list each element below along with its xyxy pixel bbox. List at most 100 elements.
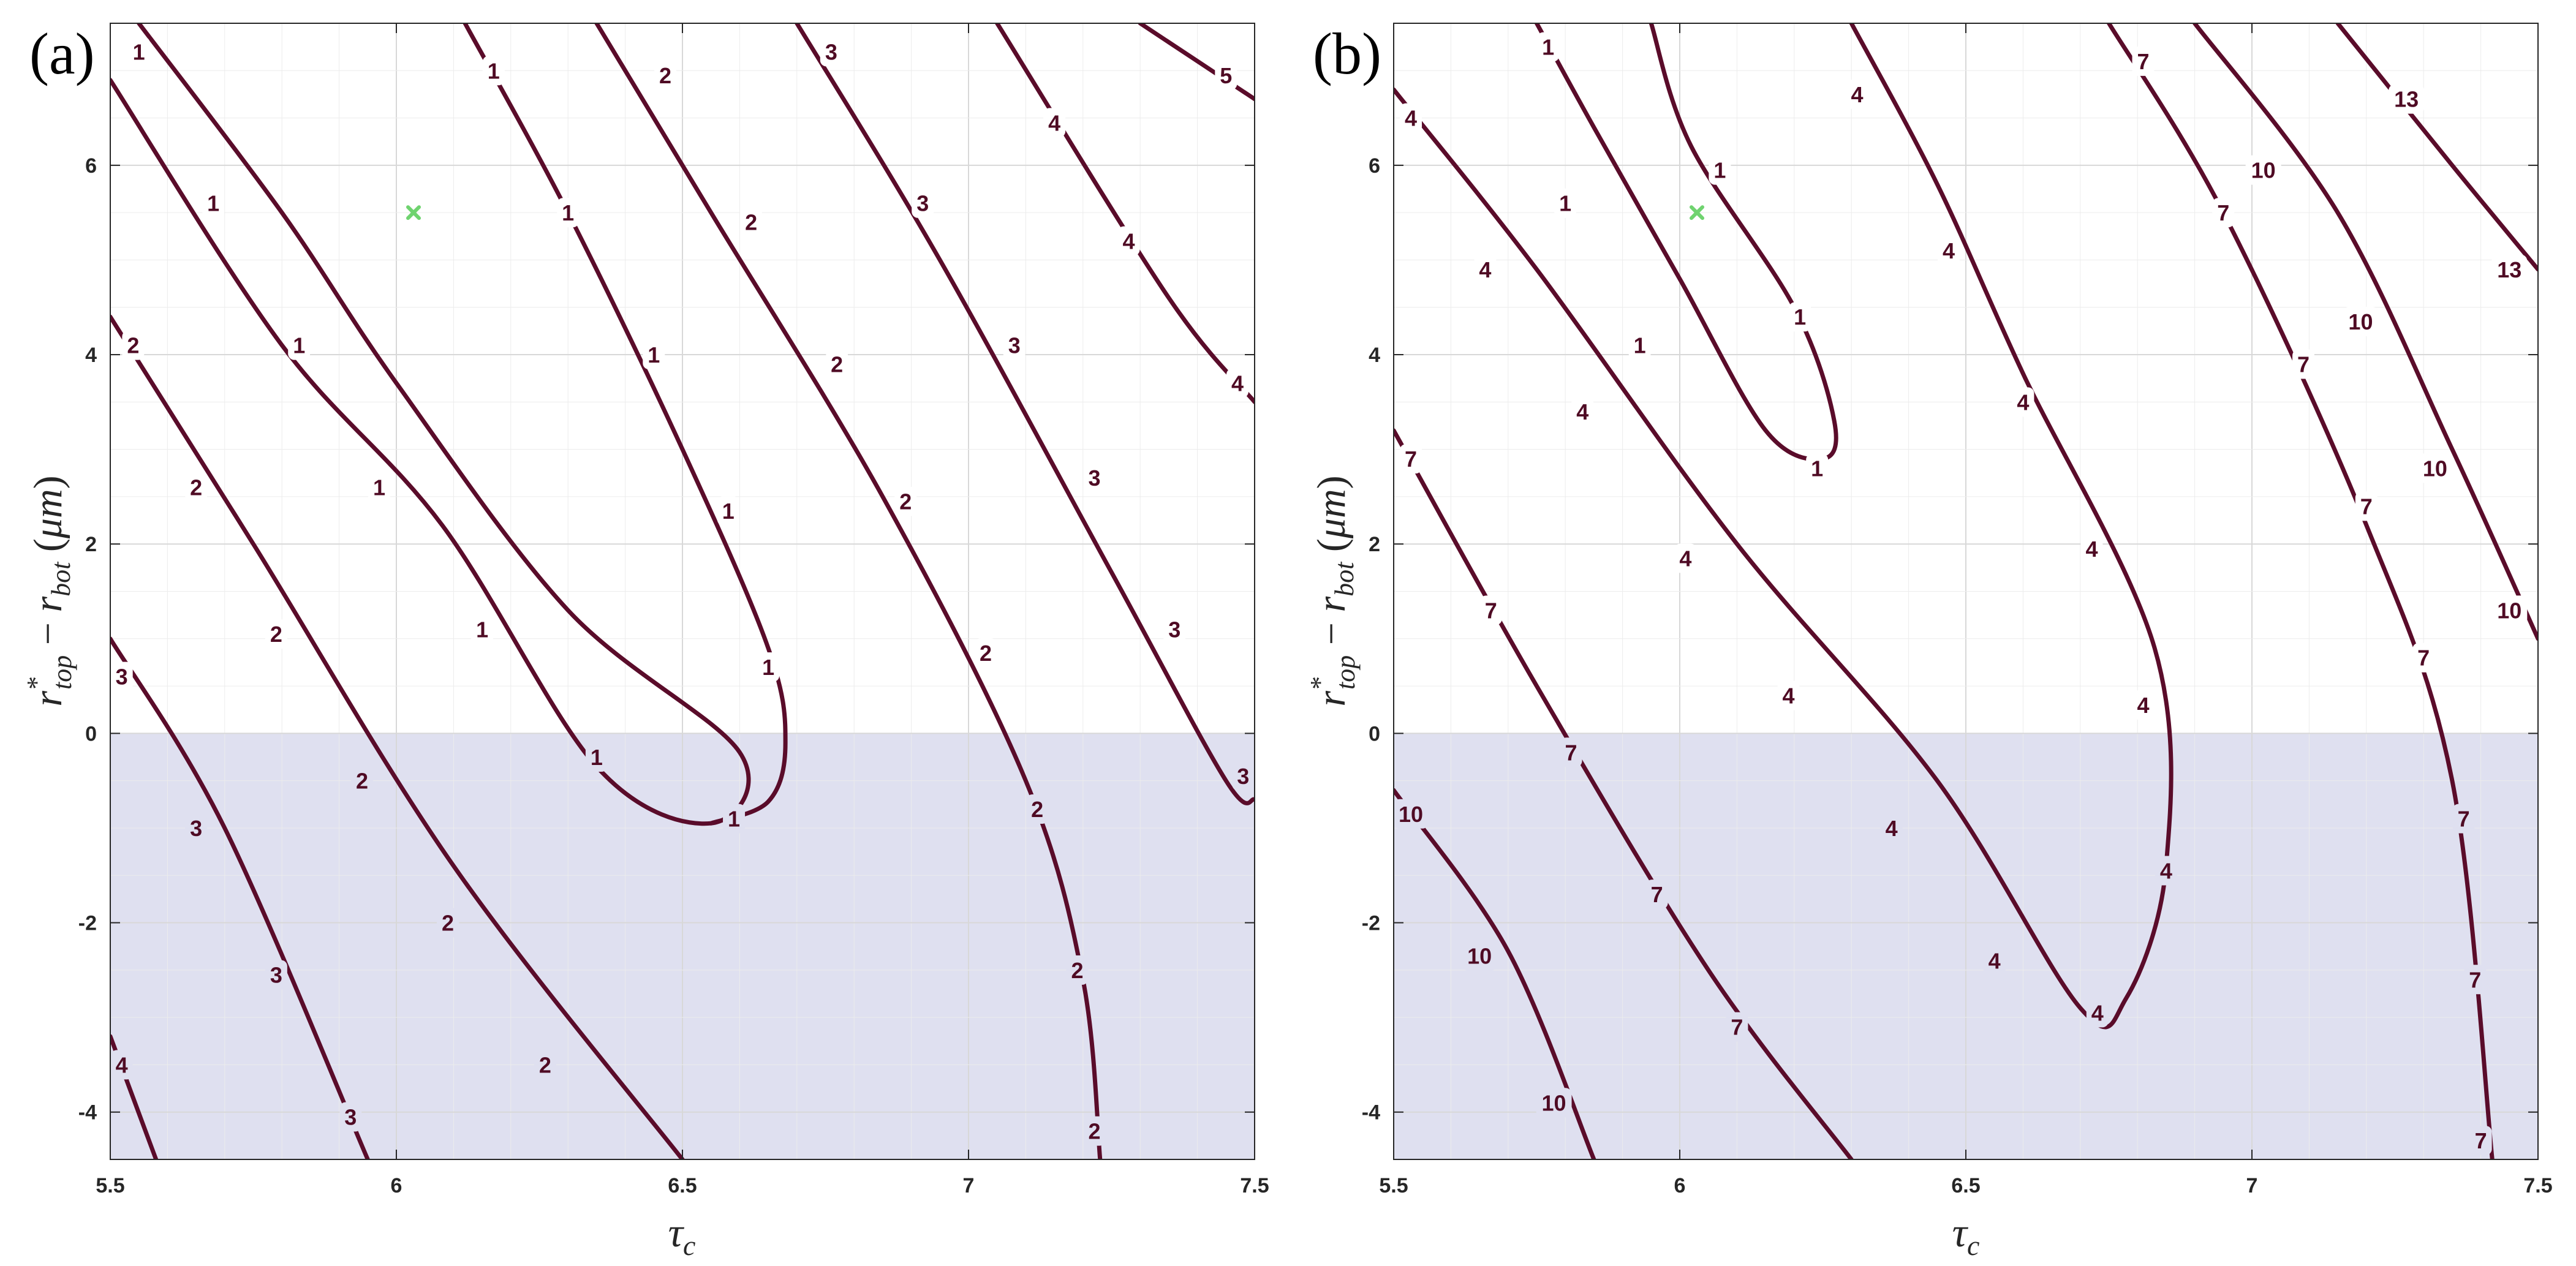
contour-label: 7 — [1726, 1012, 1748, 1042]
x-tick-label: 6 — [1674, 1174, 1686, 1197]
contour-line-2 — [110, 314, 685, 1159]
contour-label-gap — [1083, 1116, 1106, 1146]
x-tick-label: 6.5 — [1951, 1174, 1980, 1197]
contour-label-text: 1 — [1634, 333, 1646, 358]
contour-label: 2 — [350, 766, 373, 796]
contour-label-text: 10 — [1467, 944, 1492, 969]
marker-x — [1690, 205, 1705, 220]
contour-label: 3 — [265, 960, 287, 990]
contour-label: 1 — [643, 340, 665, 370]
contour-label-text: 7 — [2469, 967, 2481, 992]
contour-label-text: 1 — [562, 200, 574, 225]
contour-label-gap — [643, 340, 665, 370]
y-axis-label: r*top − rbot (μm) — [21, 475, 77, 706]
contour-line-4 — [110, 1034, 159, 1159]
contour-label: 4 — [1117, 226, 1140, 256]
contour-label: 2 — [1066, 955, 1089, 985]
contour-label-text: 4 — [1943, 238, 1955, 263]
contour-label-gap — [654, 61, 676, 91]
y-axis-label: r*top − rbot (μm) — [1305, 475, 1361, 706]
contour-label: 1 — [471, 614, 494, 644]
contour-label-gap — [2389, 84, 2425, 114]
contour-label-gap — [1083, 463, 1106, 492]
contour-label: 7 — [1400, 444, 1422, 474]
contour-label: 1 — [1537, 32, 1560, 62]
contour-label-text: 4 — [116, 1052, 128, 1077]
contour-label-text: 1 — [488, 58, 500, 83]
contour-label-text: 13 — [2394, 87, 2419, 112]
contour-label: 3 — [110, 661, 133, 691]
axis-ticks: 5.5 6 6.5 7 7.5 -4 -2 0 2 4 6 — [78, 23, 1269, 1197]
contour-label: 2 — [437, 908, 459, 938]
contour-label: 1 — [1709, 155, 1731, 185]
contour-label: 7 — [2469, 1126, 2492, 1156]
contour-label-gap — [185, 813, 208, 843]
contour-label-text: 4 — [2085, 537, 2098, 562]
contour-label-text: 7 — [1565, 740, 1577, 765]
contour-label: 1 — [723, 804, 746, 834]
contour-label-text: 3 — [116, 665, 128, 690]
contour-label-gap — [482, 56, 505, 86]
contour-label: 4 — [1880, 813, 1903, 843]
contour-label: 4 — [1226, 368, 1248, 398]
contour-label-text: 2 — [1088, 1119, 1100, 1144]
contour-label: 7 — [1560, 737, 1582, 767]
contour-label: 1 — [585, 742, 608, 772]
contour-label: 4 — [1474, 254, 1497, 284]
y-tick-label: 4 — [1369, 344, 1380, 367]
contour-label-gap — [1726, 1012, 1748, 1042]
contour-label-gap — [1226, 368, 1248, 398]
x-tick-label: 6.5 — [668, 1174, 697, 1197]
contour-line-7 — [2107, 23, 2495, 1159]
contour-label-text: 1 — [373, 475, 385, 500]
contour-label-gap — [2292, 349, 2315, 379]
contour-label: 2 — [185, 472, 208, 502]
contour-label: 10 — [1462, 941, 1498, 971]
contour-label: 5 — [1215, 61, 1237, 91]
contour-label-text: 3 — [916, 191, 929, 216]
contour-label-text: 3 — [825, 39, 837, 64]
contour-label-text: 7 — [2458, 807, 2470, 832]
contour-label: 1 — [127, 37, 150, 67]
contour-label-gap — [1215, 61, 1237, 91]
x-tick-label: 7.5 — [1240, 1174, 1269, 1197]
panel-label: (a) — [29, 21, 95, 86]
contour-label-gap — [1026, 794, 1049, 824]
contour-label-gap — [1536, 1088, 1572, 1118]
contour-label: 1 — [1806, 453, 1829, 483]
x-tick-label: 7.5 — [2523, 1174, 2552, 1197]
contour-label: 13 — [2389, 84, 2425, 114]
contour-label: 2 — [265, 619, 287, 649]
y-tick-label: 2 — [1369, 533, 1380, 556]
contour-label-text: 2 — [1071, 958, 1083, 983]
contour-label: 2 — [740, 207, 763, 237]
contour-label-gap — [826, 349, 848, 379]
contour-label-gap — [1789, 302, 1811, 332]
contour-label: 10 — [1536, 1088, 1572, 1118]
contour-label-gap — [1163, 614, 1186, 644]
contour-label: 7 — [2452, 804, 2475, 834]
contour-label-text: 2 — [127, 333, 139, 358]
contour-label-gap — [2464, 965, 2487, 995]
contour-label-text: 7 — [2137, 49, 2150, 74]
marker — [1690, 205, 1705, 220]
contour-label-text: 3 — [1237, 764, 1249, 789]
contour-label-gap — [185, 472, 208, 502]
contour-label-text: 2 — [442, 911, 454, 936]
axis-ticks: 5.5 6 6.5 7 7.5 -4 -2 0 2 4 6 — [1362, 23, 2553, 1197]
contour-label-text: 2 — [356, 769, 368, 794]
contour-line-13 — [2335, 23, 2538, 272]
contour-label: 1 — [288, 330, 311, 360]
contour-label: 4 — [1777, 680, 1800, 710]
contour-label-gap — [339, 1102, 362, 1132]
contour-label-gap — [1400, 444, 1422, 474]
contour-lines — [1394, 23, 2538, 1159]
contour-label-text: 4 — [1048, 110, 1060, 135]
contour-label: 2 — [1083, 1116, 1106, 1146]
contour-label: 7 — [2464, 965, 2487, 995]
y-tick-label: -4 — [1362, 1101, 1380, 1125]
contour-label-gap — [1777, 680, 1800, 710]
contour-label-text: 1 — [293, 333, 305, 358]
contour-label-gap — [1880, 813, 1903, 843]
contour-label-gap — [534, 1050, 556, 1080]
